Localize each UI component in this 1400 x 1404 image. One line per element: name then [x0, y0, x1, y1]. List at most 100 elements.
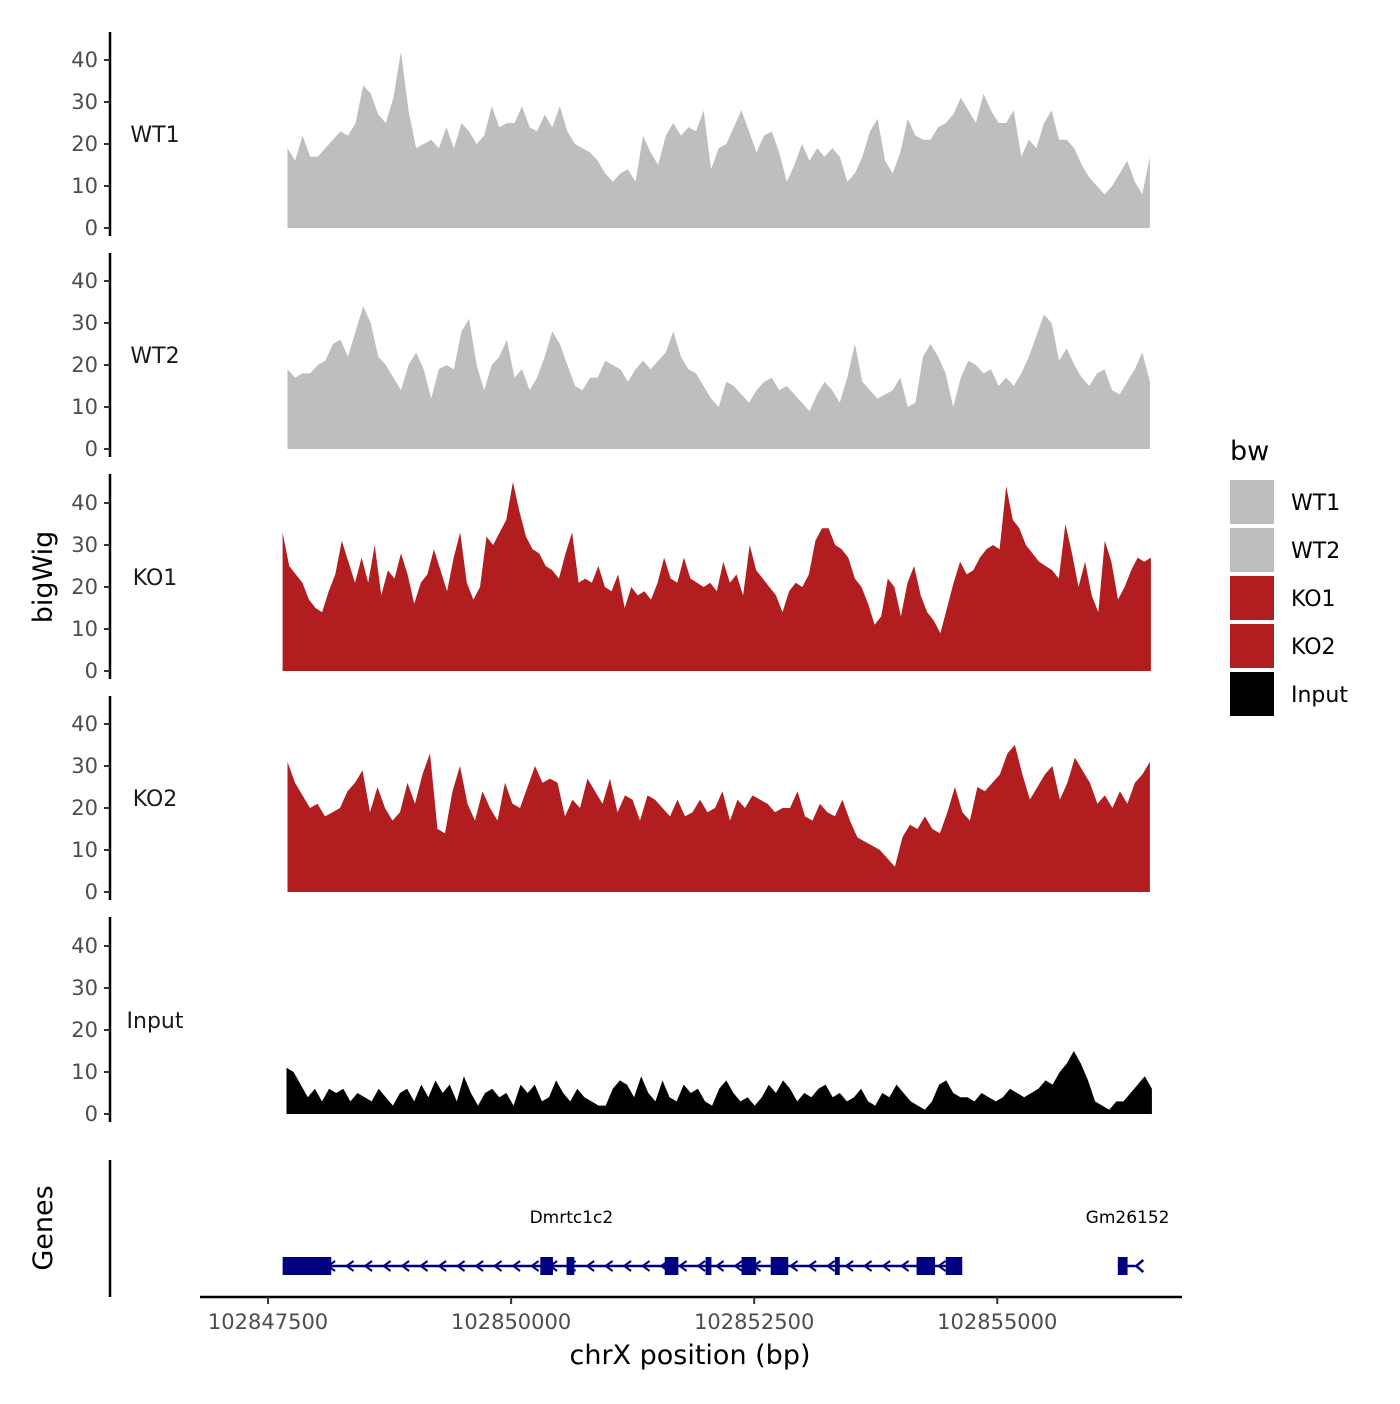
- legend-key: [1230, 576, 1274, 620]
- y-tick-label: 30: [71, 754, 98, 778]
- strand-arrow: [696, 1260, 706, 1272]
- exon: [834, 1257, 840, 1275]
- area-ko2: [287, 745, 1150, 892]
- track-input: 0 10 20 30 40 Input: [71, 917, 1152, 1126]
- legend-key: [1230, 528, 1274, 572]
- exon: [664, 1257, 679, 1275]
- x-tick-label: 102847500: [208, 1310, 328, 1334]
- legend-title: bw: [1230, 436, 1269, 467]
- strand-arrow: [529, 1260, 540, 1272]
- strand-arrow: [844, 1260, 854, 1272]
- exon: [1117, 1257, 1128, 1275]
- legend-key: [1230, 624, 1274, 668]
- y-axis-title: bigWig: [28, 531, 59, 624]
- track-wt1: 0 10 20 30 40 WT1: [71, 32, 1150, 240]
- strand-arrow: [899, 1260, 910, 1272]
- exon: [566, 1257, 575, 1275]
- y-tick-label: 30: [71, 976, 98, 1000]
- strand-arrow: [733, 1260, 743, 1272]
- track-panels: 0 10 20 30 40 WT1 0 10 20 30 40 WT2 0 10 20 30 40 KO1 0 10 2…: [71, 32, 1152, 1126]
- track-label: Input: [127, 1009, 184, 1034]
- exon: [741, 1257, 757, 1275]
- strand-arrow: [603, 1260, 614, 1272]
- exon: [945, 1257, 963, 1275]
- gene-label: Gm26152: [1086, 1208, 1170, 1228]
- gene-dmrtc1c2: Dmrtc1c2: [282, 1208, 963, 1275]
- exon: [282, 1257, 332, 1275]
- y-tick-label: 40: [71, 934, 98, 958]
- y-tick-label: 10: [71, 174, 98, 198]
- track-label: KO1: [133, 566, 178, 591]
- y-tick-label: 0: [85, 216, 98, 240]
- legend-label: KO2: [1291, 635, 1336, 660]
- strand-arrow: [788, 1260, 799, 1272]
- y-tick-label: 30: [71, 533, 98, 557]
- y-tick-label: 20: [71, 1018, 98, 1042]
- legend: bw WT1 WT2 KO1 KO2 Input: [1230, 436, 1348, 716]
- y-tick-label: 20: [71, 796, 98, 820]
- exon: [770, 1257, 789, 1275]
- strand-arrow: [381, 1260, 392, 1272]
- strand-arrow: [585, 1260, 595, 1272]
- track-label: KO2: [133, 787, 178, 812]
- genes-axis-title: Genes: [28, 1185, 59, 1270]
- y-tick-label: 20: [71, 575, 98, 599]
- y-tick-label: 40: [71, 48, 98, 72]
- y-tick-label: 10: [71, 838, 98, 862]
- strand-arrow: [807, 1260, 817, 1272]
- strand-arrow: [511, 1260, 521, 1272]
- exon: [705, 1257, 712, 1275]
- strand-arrow: [437, 1260, 447, 1272]
- x-tick-label: 102855000: [937, 1310, 1057, 1334]
- legend-label: KO1: [1291, 587, 1336, 612]
- strand-arrow: [344, 1260, 355, 1272]
- strand-arrow: [714, 1260, 725, 1272]
- track-label: WT2: [130, 344, 179, 369]
- strand-arrow: [677, 1260, 688, 1272]
- area-wt2: [287, 306, 1150, 449]
- y-tick-label: 30: [71, 311, 98, 335]
- y-tick-label: 40: [71, 491, 98, 515]
- strand-arrow: [1134, 1259, 1145, 1273]
- gene-gm26152: Gm26152: [1086, 1208, 1170, 1275]
- y-tick-label: 10: [71, 1060, 98, 1084]
- x-tick-label: 102852500: [694, 1310, 814, 1334]
- track-wt2: 0 10 20 30 40 WT2: [71, 253, 1150, 461]
- y-tick-label: 0: [85, 1102, 98, 1126]
- strand-arrow: [936, 1260, 947, 1272]
- strand-arrow: [622, 1260, 632, 1272]
- y-tick-label: 40: [71, 712, 98, 736]
- legend-key: [1230, 480, 1274, 524]
- strand-arrow: [492, 1260, 503, 1272]
- strand-arrow: [474, 1260, 484, 1272]
- x-axis-title: chrX position (bp): [569, 1340, 810, 1371]
- exon: [916, 1257, 936, 1275]
- strand-arrow: [640, 1260, 651, 1272]
- y-tick-label: 30: [71, 90, 98, 114]
- y-tick-label: 0: [85, 437, 98, 461]
- y-tick-label: 10: [71, 617, 98, 641]
- gene-label: Dmrtc1c2: [530, 1208, 614, 1228]
- strand-arrow: [862, 1260, 873, 1272]
- legend-label: WT1: [1291, 491, 1340, 516]
- legend-label: Input: [1291, 683, 1348, 708]
- strand-arrow: [363, 1260, 373, 1272]
- y-tick-label: 40: [71, 269, 98, 293]
- strand-arrow: [418, 1260, 429, 1272]
- y-tick-label: 20: [71, 353, 98, 377]
- area-ko1: [282, 482, 1151, 671]
- y-tick-label: 0: [85, 880, 98, 904]
- y-tick-label: 0: [85, 659, 98, 683]
- exon: [540, 1257, 553, 1275]
- area-wt1: [287, 51, 1150, 228]
- strand-arrow: [455, 1260, 466, 1272]
- track-ko1: 0 10 20 30 40 KO1: [71, 474, 1151, 683]
- y-tick-label: 10: [71, 395, 98, 419]
- genes-panel: Dmrtc1c2 Gm26152: [108, 1160, 1170, 1297]
- area-input: [286, 1051, 1152, 1114]
- x-tick-label: 102850000: [451, 1310, 571, 1334]
- strand-arrow: [881, 1260, 891, 1272]
- strand-arrow: [400, 1260, 410, 1272]
- strand-arrow: [825, 1260, 836, 1272]
